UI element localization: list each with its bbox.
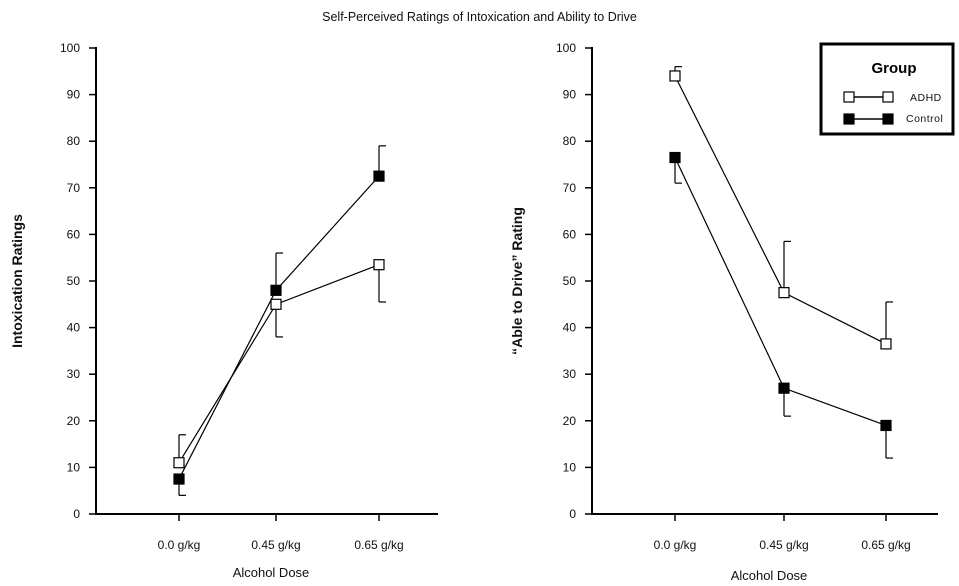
y-tick-label: 10 bbox=[67, 460, 81, 474]
data-point-adhd bbox=[880, 338, 892, 350]
filled-square-icon bbox=[882, 113, 894, 125]
legend-label-control: Control bbox=[906, 113, 943, 125]
legend-title: Group bbox=[872, 60, 917, 77]
data-point-adhd bbox=[778, 287, 790, 299]
y-tick-label: 20 bbox=[563, 414, 577, 428]
y-tick-label: 40 bbox=[67, 321, 81, 335]
series-adhd bbox=[669, 66, 893, 350]
y-tick-label: 60 bbox=[67, 227, 81, 241]
y-tick-label: 0 bbox=[569, 507, 576, 521]
y-axis-title: Intoxication Ratings bbox=[9, 214, 25, 348]
y-tick-label: 70 bbox=[67, 181, 81, 195]
y-tick-label: 50 bbox=[67, 274, 81, 288]
data-point-adhd bbox=[173, 457, 185, 469]
x-tick-label: 0.45 g/kg bbox=[251, 538, 300, 552]
legend-label-adhd: ADHD bbox=[910, 92, 942, 104]
y-tick-label: 40 bbox=[563, 321, 577, 335]
data-point-adhd bbox=[270, 298, 282, 310]
data-point-control bbox=[173, 473, 185, 485]
data-point-control bbox=[669, 151, 681, 164]
y-tick-label: 60 bbox=[563, 227, 577, 241]
y-tick-label: 20 bbox=[67, 414, 81, 428]
data-point-control bbox=[778, 382, 790, 394]
data-point-control bbox=[270, 284, 282, 296]
x-axis-title: Alcohol Dose bbox=[731, 568, 808, 583]
y-tick-label: 30 bbox=[67, 367, 81, 381]
x-tick-label: 0.65 g/kg bbox=[861, 538, 910, 552]
chart-title: Self-Perceived Ratings of Intoxication a… bbox=[322, 10, 637, 24]
series-line-control bbox=[178, 175, 380, 480]
series-control bbox=[173, 145, 386, 496]
x-tick-label: 0.45 g/kg bbox=[759, 538, 808, 552]
filled-square-icon bbox=[843, 113, 855, 125]
x-tick-label: 0.65 g/kg bbox=[354, 538, 403, 552]
y-tick-label: 0 bbox=[73, 507, 80, 521]
y-tick-label: 70 bbox=[563, 181, 577, 195]
y-tick-label: 50 bbox=[563, 274, 577, 288]
open-square-icon bbox=[843, 91, 855, 103]
x-tick-label: 0.0 g/kg bbox=[158, 538, 201, 552]
y-tick-label: 100 bbox=[556, 41, 576, 55]
y-tick-label: 10 bbox=[563, 460, 577, 474]
able-to-drive-panel: 0 10 20 30 40 50 60 70 80 90 100 0.0 g/kg 0.45 g/kg 0… bbox=[509, 41, 938, 583]
data-point-adhd bbox=[373, 259, 385, 271]
data-point-adhd bbox=[669, 70, 681, 82]
x-tick-label: 0.0 g/kg bbox=[654, 538, 697, 552]
y-tick-label: 90 bbox=[67, 88, 81, 102]
series-control bbox=[669, 151, 893, 459]
legend: Group ADHD Control bbox=[819, 42, 955, 136]
y-tick-label: 30 bbox=[563, 367, 577, 381]
data-point-control bbox=[880, 419, 892, 432]
y-tick-label: 80 bbox=[67, 134, 81, 148]
y-tick-label: 80 bbox=[563, 134, 577, 148]
x-axis-title: Alcohol Dose bbox=[233, 565, 310, 580]
series-adhd bbox=[173, 259, 386, 469]
data-point-control bbox=[373, 170, 385, 182]
y-tick-label: 100 bbox=[60, 41, 80, 55]
legend-entry-adhd: ADHD bbox=[843, 91, 942, 104]
legend-entry-control: Control bbox=[843, 113, 943, 125]
open-square-icon bbox=[882, 91, 894, 103]
y-tick-label: 90 bbox=[563, 88, 577, 102]
y-axis-title: “Able to Drive” Rating bbox=[509, 207, 525, 355]
intoxication-panel: 0 10 20 30 40 50 60 70 80 90 100 0.0 g/kg 0.45 g/kg 0… bbox=[9, 41, 438, 580]
